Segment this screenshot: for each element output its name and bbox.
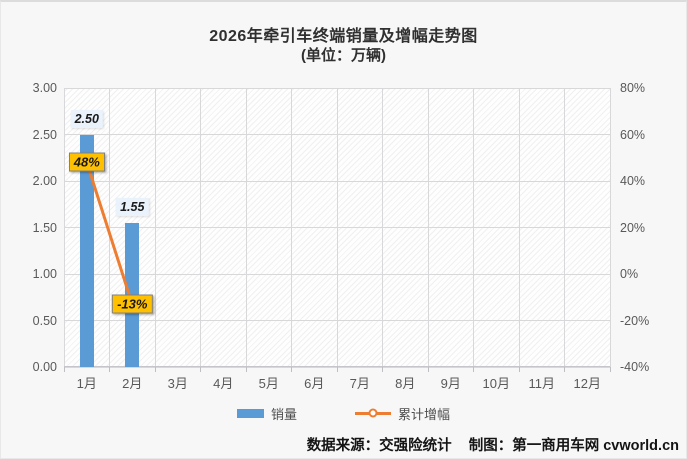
y-axis-label-left: 2.00 — [32, 174, 57, 188]
x-axis-label: 7月 — [349, 376, 370, 391]
x-axis-tick — [245, 367, 247, 372]
x-axis-tick — [291, 367, 292, 372]
growth-value-label: 48% — [68, 152, 105, 172]
x-axis-label: 10月 — [482, 376, 510, 391]
x-axis-tick — [200, 367, 201, 372]
credit-text: 制图：第一商用车网 cvworld.cn — [468, 438, 679, 454]
x-axis-tick — [382, 367, 383, 372]
x-axis-label: 8月 — [395, 376, 416, 391]
x-axis-line — [64, 366, 610, 367]
y-axis-label-right: 0% — [620, 267, 639, 281]
grid-line-vertical — [291, 88, 292, 367]
source-credit: 数据来源：交强险统计 制图：第一商用车网 cvworld.cn — [307, 434, 679, 455]
x-axis-tick — [427, 367, 429, 372]
x-axis-label: 2月 — [122, 376, 143, 391]
y-axis-label-left: 3.00 — [32, 81, 57, 95]
grid-line-vertical — [564, 88, 565, 367]
x-axis-label: 9月 — [440, 376, 461, 391]
chart-title: 2026年牵引车终端销量及增幅走势图 — [209, 28, 478, 45]
grid-line-vertical — [382, 88, 383, 367]
line-marker-icon — [355, 408, 391, 419]
y-axis-label-right: -40% — [620, 360, 650, 374]
grid-line-vertical — [473, 88, 474, 367]
grid-line-vertical — [427, 88, 429, 367]
sales-value-label: 1.55 — [116, 197, 149, 216]
y-axis-label-right: 60% — [620, 127, 646, 142]
growth-value-label: -13% — [112, 294, 153, 314]
legend: 销量 累计增幅 — [1, 402, 686, 424]
chart-subtitle: (单位：万辆) — [301, 47, 386, 64]
x-axis-label: 11月 — [528, 376, 556, 391]
x-axis-tick — [609, 367, 611, 372]
grid-line-vertical — [518, 88, 520, 367]
y-axis-label-left: 1.00 — [32, 267, 57, 281]
x-axis-label: 12月 — [573, 376, 601, 391]
legend-label-growth: 累计增幅 — [398, 406, 451, 422]
line-swatch-circle — [368, 408, 378, 418]
grid-line-vertical — [154, 88, 156, 367]
x-axis-label: 4月 — [213, 376, 234, 391]
y-axis-label-right: 40% — [620, 174, 646, 188]
grid-line-vertical — [63, 88, 65, 367]
legend-item-growth: 累计增幅 — [355, 404, 450, 423]
x-axis-tick — [518, 367, 520, 372]
x-axis-tick — [154, 367, 156, 372]
y-axis-label-right: -20% — [620, 313, 650, 328]
legend-item-sales: 销量 — [236, 404, 297, 423]
grid-line-vertical — [109, 88, 110, 367]
grid-line-vertical — [609, 88, 611, 367]
plot-area: 2.50 1.55 48% -13% — [63, 87, 611, 368]
x-axis-tick — [473, 367, 474, 372]
grid-line-vertical — [245, 88, 247, 367]
x-axis-tick — [109, 367, 110, 372]
y-axis-label-right: 80% — [620, 81, 646, 95]
x-axis-label: 3月 — [167, 376, 188, 391]
x-axis-tick — [564, 367, 565, 372]
x-axis-label: 5月 — [258, 376, 279, 391]
legend-label-sales: 销量 — [270, 406, 297, 422]
grid-line-vertical — [336, 88, 338, 367]
sales-value-label: 2.50 — [70, 109, 103, 128]
x-axis-label: 6月 — [304, 376, 325, 391]
x-axis-tick — [63, 367, 65, 372]
y-axis-label-left: 0.50 — [32, 313, 57, 328]
y-axis-label-left: 0.00 — [32, 360, 57, 374]
grid-line-vertical — [200, 88, 201, 367]
y-axis-label-right: 20% — [620, 220, 646, 235]
data-source-text: 数据来源：交强险统计 — [306, 438, 452, 454]
bar-swatch-icon — [236, 408, 264, 418]
y-axis-label-left: 2.50 — [32, 127, 57, 142]
y-axis-label-left: 1.50 — [32, 220, 57, 235]
sales-bar — [79, 134, 94, 367]
x-axis-tick — [336, 367, 338, 372]
x-axis-label: 1月 — [76, 376, 97, 391]
growth-line — [81, 157, 138, 310]
